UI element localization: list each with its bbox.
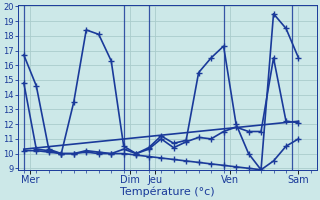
X-axis label: Température (°c): Température (°c) (120, 187, 215, 197)
